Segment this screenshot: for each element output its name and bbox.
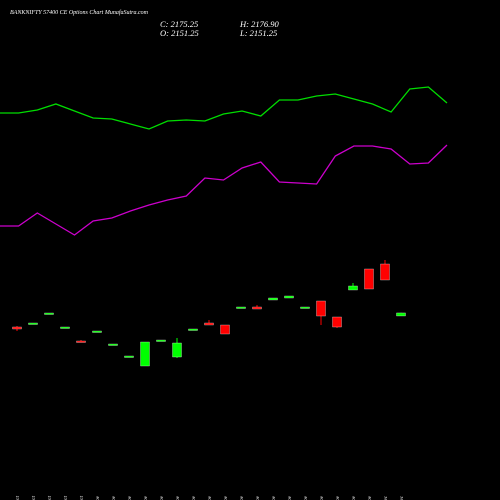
candle-body: [156, 339, 166, 342]
candle-body: [220, 324, 230, 335]
candle-body: [332, 316, 342, 328]
chart-title: BANKNIFTY 57400 CE Options Chart MunafaS…: [10, 9, 149, 16]
candle-body: [44, 312, 54, 315]
low-label: L: 2151.25: [239, 28, 277, 38]
candle-body: [316, 300, 326, 317]
open-label: O: 2151.25: [160, 28, 199, 38]
x-tick-label: 11 Nov: [176, 495, 181, 500]
candle-body: [108, 343, 118, 346]
x-tick-label: 17 Nov: [240, 495, 245, 500]
x-tick-label: 25 Nov: [336, 495, 341, 500]
x-tick-label: 31 Oct: [80, 495, 85, 500]
candle-body: [396, 312, 406, 317]
x-tick-label: 18 Nov: [256, 495, 261, 500]
candle-body: [252, 306, 262, 310]
candle-body: [76, 340, 86, 343]
candle-body: [28, 322, 38, 325]
x-tick-label: 24 Nov: [320, 495, 325, 500]
candle-body: [92, 330, 102, 333]
x-tick-label: 19 Nov: [272, 495, 277, 500]
candle-body: [124, 355, 134, 358]
x-tick-label: 30 Oct: [64, 495, 69, 500]
x-tick-label: 27 Nov: [368, 495, 373, 500]
x-tick-label: 10 Nov: [160, 495, 165, 500]
candle-body: [60, 326, 70, 329]
x-tick-label: 29 Oct: [48, 495, 53, 500]
candle-body: [236, 306, 246, 309]
candle-body: [300, 306, 310, 309]
candle-body: [364, 268, 374, 290]
close-label: C: 2175.25: [160, 19, 198, 29]
indicator-line: [0, 86, 448, 130]
candle-body: [140, 341, 150, 367]
x-tick-label: 28 Oct: [32, 495, 37, 500]
x-tick-label: 01 Dec: [384, 495, 389, 500]
candle-body: [188, 328, 198, 331]
candle-body: [12, 326, 22, 330]
x-tick-label: 04 Nov: [112, 495, 117, 500]
candle-body: [380, 263, 390, 281]
x-tick-label: 20 Nov: [288, 495, 293, 500]
high-label: H: 2176.90: [239, 19, 279, 29]
x-tick-label: 03 Nov: [96, 495, 101, 500]
x-tick-label: 13 Nov: [208, 495, 213, 500]
candle-body: [268, 297, 278, 301]
x-tick-label: 21 Nov: [304, 495, 309, 500]
x-tick-label: 07 Nov: [144, 495, 149, 500]
x-tick-label: 06 Nov: [128, 495, 133, 500]
x-tick-label: 12 Nov: [192, 495, 197, 500]
candle-body: [204, 322, 214, 326]
candle-body: [348, 285, 358, 291]
x-tick-label: 04 Dec: [400, 495, 405, 500]
x-tick-label: 26 Nov: [352, 495, 357, 500]
x-tick-label: 14 Nov: [224, 495, 229, 500]
indicator-line: [0, 144, 448, 236]
candle-body: [284, 295, 294, 299]
x-tick-label: 27 Oct: [16, 495, 21, 500]
candle-body: [172, 342, 182, 358]
